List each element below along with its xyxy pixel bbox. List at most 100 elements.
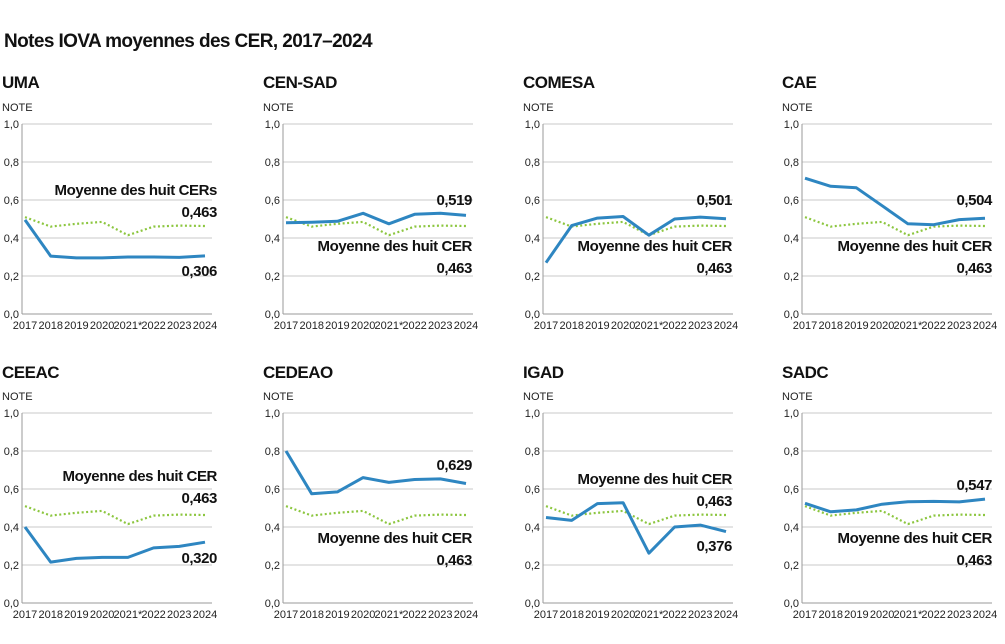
annotation-latest-value: 0,306 — [181, 263, 217, 280]
series-line-rec — [544, 215, 727, 264]
y-tick-label: 0,4 — [525, 522, 540, 534]
y-axis-label: NOTE — [2, 391, 33, 403]
x-tick-label: 2019 — [585, 609, 609, 621]
annotation-average-value: 0,463 — [956, 552, 992, 569]
x-tick-label: 2020 — [351, 320, 375, 332]
annotation-latest-value: 0,504 — [956, 192, 993, 209]
x-tick-label: 2018 — [38, 609, 62, 621]
y-tick-label: 0,2 — [4, 271, 19, 283]
x-tick-label: 2017 — [13, 609, 37, 621]
series-line-average — [24, 216, 206, 237]
y-tick-label: 0,4 — [784, 233, 799, 245]
y-tick-label: 0,2 — [265, 271, 280, 283]
x-tick-label: 2021* — [113, 609, 142, 621]
annotation-average-label: Moyenne des huit CER — [837, 530, 992, 547]
x-tick-label: 2018 — [818, 320, 842, 332]
x-tick-label: 2019 — [64, 320, 88, 332]
annotation-average-value: 0,463 — [181, 204, 217, 221]
panel-title: CEEAC — [2, 363, 59, 382]
x-tick-label: 2024 — [973, 320, 997, 332]
annotation-average-label: Moyenne des huit CER — [577, 471, 732, 488]
x-tick-label: 2020 — [90, 320, 114, 332]
y-tick-label: 0,6 — [4, 195, 19, 207]
x-tick-label: 2017 — [534, 320, 558, 332]
x-tick-label: 2024 — [714, 320, 738, 332]
x-tick-label: 2022 — [662, 609, 686, 621]
x-tick-label: 2024 — [193, 320, 217, 332]
y-axis-label: NOTE — [782, 391, 813, 403]
annotation-average-label: Moyenne des huit CER — [317, 238, 472, 255]
y-tick-label: 0,0 — [4, 309, 19, 321]
annotation-average-label: Moyenne des huit CER — [837, 238, 992, 255]
annotation-average-value: 0,463 — [181, 490, 217, 507]
x-tick-label: 2019 — [844, 609, 868, 621]
x-tick-label: 2023 — [167, 609, 191, 621]
panel-title: CEDEAO — [263, 363, 333, 382]
annotation-average-label: Moyenne des huit CER — [62, 468, 217, 485]
x-tick-label: 2024 — [454, 609, 478, 621]
y-axis-label: NOTE — [263, 102, 294, 114]
x-tick-label: 2017 — [793, 609, 817, 621]
series-line-average — [804, 505, 986, 526]
series-line-average — [285, 505, 467, 526]
y-tick-label: 0,4 — [4, 522, 19, 534]
y-tick-label: 0,2 — [784, 560, 799, 572]
y-tick-label: 1,0 — [784, 119, 799, 131]
x-tick-label: 2022 — [921, 320, 945, 332]
y-tick-label: 0,2 — [784, 271, 799, 283]
x-tick-label: 2020 — [351, 609, 375, 621]
x-tick-label: 2021* — [634, 320, 663, 332]
y-tick-label: 0,0 — [4, 598, 19, 610]
series-line-rec — [284, 450, 467, 496]
x-tick-label: 2017 — [534, 609, 558, 621]
y-tick-label: 0,0 — [265, 309, 280, 321]
x-tick-label: 2022 — [141, 609, 165, 621]
y-axis-label: NOTE — [263, 391, 294, 403]
x-tick-label: 2022 — [662, 320, 686, 332]
x-tick-label: 2019 — [585, 320, 609, 332]
y-tick-label: 1,0 — [265, 408, 280, 420]
y-tick-label: 0,8 — [4, 157, 19, 169]
y-axis-label: NOTE — [523, 391, 554, 403]
y-tick-label: 0,8 — [525, 157, 540, 169]
x-tick-label: 2022 — [402, 609, 426, 621]
series-line-rec — [23, 526, 206, 564]
series-line-rec — [545, 501, 727, 555]
x-tick-label: 2024 — [973, 609, 997, 621]
y-tick-label: 0,0 — [784, 598, 799, 610]
x-tick-label: 2021* — [893, 609, 922, 621]
x-tick-label: 2021* — [893, 320, 922, 332]
x-tick-label: 2024 — [193, 609, 217, 621]
y-tick-label: 0,8 — [784, 157, 799, 169]
annotation-latest-value: 0,629 — [436, 457, 472, 474]
x-tick-label: 2020 — [870, 609, 894, 621]
y-tick-label: 0,6 — [525, 484, 540, 496]
panel-title: IGAD — [523, 363, 564, 382]
x-tick-label: 2024 — [454, 320, 478, 332]
y-tick-label: 0,8 — [265, 446, 280, 458]
x-tick-label: 2017 — [793, 320, 817, 332]
x-tick-label: 2023 — [688, 609, 712, 621]
annotation-average-label: Moyenne des huit CERs — [55, 182, 218, 199]
series-line-rec — [23, 219, 206, 260]
annotation-average-value: 0,463 — [436, 552, 472, 569]
x-tick-label: 2021* — [113, 320, 142, 332]
series-line-rec — [285, 211, 467, 226]
annotation-latest-value: 0,547 — [956, 477, 992, 494]
y-tick-label: 0,4 — [784, 522, 799, 534]
x-tick-label: 2024 — [714, 609, 738, 621]
y-tick-label: 0,6 — [525, 195, 540, 207]
y-axis-label: NOTE — [523, 102, 554, 114]
x-tick-label: 2017 — [274, 320, 298, 332]
x-tick-label: 2023 — [947, 320, 971, 332]
x-tick-label: 2019 — [325, 320, 349, 332]
x-tick-label: 2018 — [818, 609, 842, 621]
annotation-latest-value: 0,519 — [436, 192, 472, 209]
x-tick-label: 2020 — [90, 609, 114, 621]
y-tick-label: 0,4 — [525, 233, 540, 245]
